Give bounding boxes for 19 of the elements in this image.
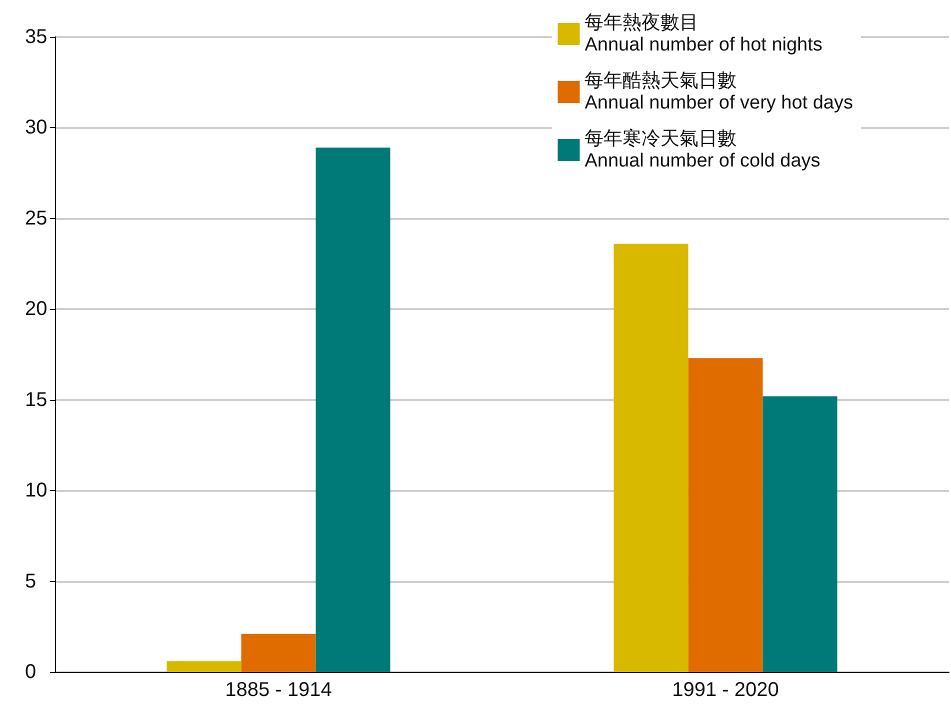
y-tick-label: 20 bbox=[25, 298, 48, 320]
x-tick-label: 1991 - 2020 bbox=[672, 679, 779, 701]
legend-label: 每年酷熱天氣日數 Annual number of very hot days bbox=[584, 70, 853, 114]
y-tick-label: 10 bbox=[25, 480, 48, 502]
legend-label: 每年寒冷天氣日數 Annual number of cold days bbox=[584, 128, 820, 172]
bar bbox=[316, 148, 390, 672]
y-tick-label: 0 bbox=[25, 661, 36, 683]
legend-label: 每年熱夜數目 Annual number of hot nights bbox=[584, 12, 822, 56]
y-tick-label: 25 bbox=[25, 207, 48, 230]
x-tick-label: 1885 - 1914 bbox=[225, 679, 332, 701]
y-tick-label: 30 bbox=[25, 116, 48, 139]
bar bbox=[762, 396, 838, 672]
bar bbox=[241, 634, 316, 672]
y-tick-label: 15 bbox=[25, 388, 48, 411]
bar bbox=[614, 244, 688, 672]
bar bbox=[166, 661, 242, 672]
y-tick-label: 5 bbox=[25, 570, 36, 592]
y-tick-label: 35 bbox=[25, 26, 48, 48]
bar bbox=[688, 358, 763, 672]
